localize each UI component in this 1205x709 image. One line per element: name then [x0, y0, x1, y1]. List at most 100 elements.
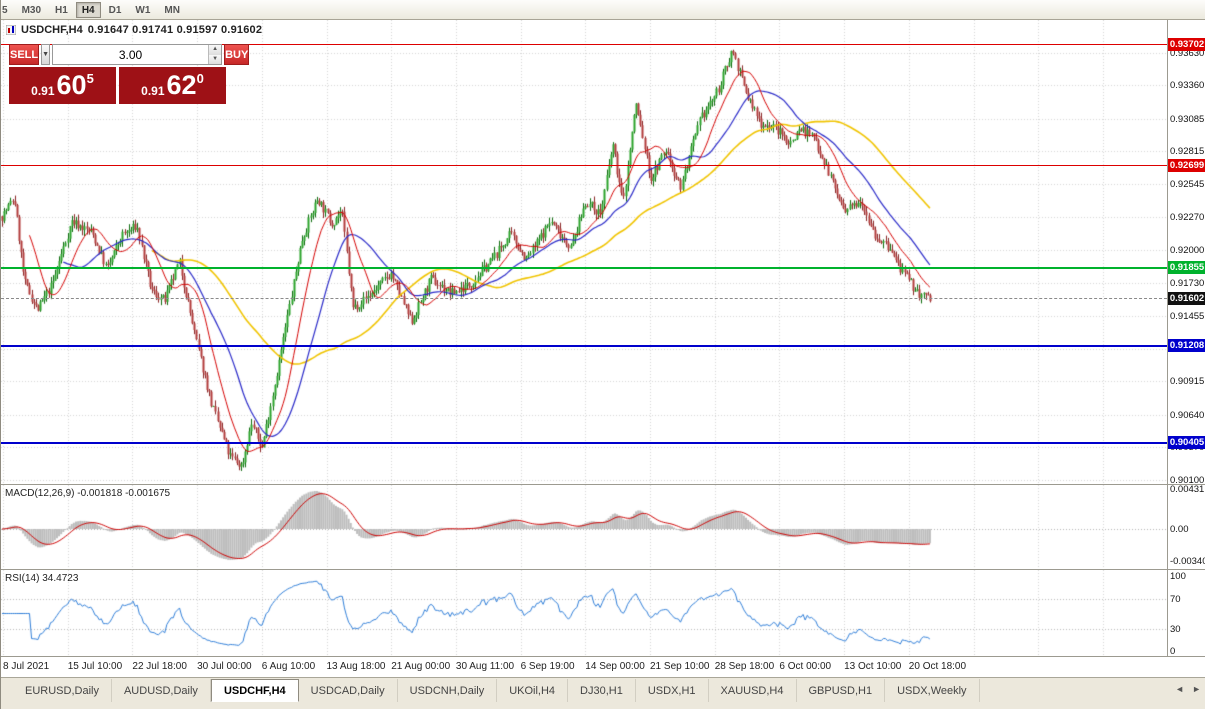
- time-axis-label: 21 Aug 00:00: [391, 661, 451, 672]
- hline-support-blue-2[interactable]: [1, 441, 1167, 444]
- volume-field: ▲ ▼: [52, 44, 223, 65]
- price-axis-label: 0.92815: [1170, 146, 1205, 158]
- rsi-axis-label: 70: [1170, 593, 1181, 605]
- price-tag-support-green: 0.91855: [1168, 261, 1205, 275]
- time-axis-label: 22 Jul 18:00: [132, 661, 187, 672]
- timeframe-button-w1[interactable]: W1: [135, 4, 151, 16]
- timeframe-button-m30[interactable]: M30: [21, 4, 42, 16]
- volume-input[interactable]: [53, 45, 209, 64]
- price-axis[interactable]: [1168, 20, 1205, 656]
- hline-resistance-upper[interactable]: [1, 43, 1167, 45]
- time-axis-label: 8 Jul 2021: [3, 661, 50, 672]
- macd-axis-label: 0.00: [1170, 524, 1189, 535]
- trade-panel-prices: 0.91 60 5 0.91 62 0: [9, 67, 226, 104]
- macd-indicator-canvas[interactable]: [1, 485, 1167, 569]
- hline-resistance[interactable]: [1, 164, 1167, 166]
- macd-pane-separator[interactable]: [1, 484, 1205, 485]
- buy-price-prefix: 0.91: [141, 83, 165, 98]
- caret-down-icon: ▼: [42, 51, 50, 58]
- tab-scroll-left-icon[interactable]: ◄: [1175, 684, 1185, 694]
- rsi-axis-label: 100: [1170, 571, 1186, 582]
- volume-decrease-button[interactable]: ▼: [209, 54, 222, 64]
- chart-tab-xauusd-h4[interactable]: XAUUSD,H4: [709, 679, 797, 702]
- chart-tab-usdcnh-daily[interactable]: USDCNH,Daily: [398, 679, 498, 702]
- chart-tab-gbpusd-h1[interactable]: GBPUSD,H1: [797, 679, 886, 702]
- chart-tab-usdx-h1[interactable]: USDX,H1: [636, 679, 709, 702]
- chart-tab-dj30-h1[interactable]: DJ30,H1: [568, 679, 636, 702]
- time-axis-label: 30 Aug 11:00: [455, 661, 515, 672]
- timeframe-button-mn[interactable]: MN: [164, 4, 180, 16]
- price-tag-resistance-upper: 0.93702: [1168, 37, 1205, 51]
- buy-button[interactable]: BUY: [224, 44, 250, 65]
- macd-axis-label: -0.00340: [1170, 555, 1205, 567]
- volume-spinner: ▲ ▼: [208, 45, 222, 64]
- price-tag-support-blue-1: 0.91208: [1168, 339, 1205, 353]
- hline-support-blue-1[interactable]: [1, 344, 1167, 347]
- timeframe-button-d1[interactable]: D1: [108, 4, 122, 16]
- price-tag-support-blue-2: 0.90405: [1168, 436, 1205, 450]
- timeframe-button-h4[interactable]: H4: [75, 1, 101, 18]
- price-axis-label: 0.90100: [1170, 474, 1205, 486]
- chart-tab-ukoil-h4[interactable]: UKOil,H4: [497, 679, 569, 702]
- time-axis-label: 13 Oct 10:00: [844, 661, 902, 672]
- rsi-axis-label: 30: [1170, 623, 1181, 635]
- trade-panel-controls: SELL ▼ ▲ ▼ BUY: [9, 44, 250, 65]
- rsi-indicator-label: RSI(14) 34.4723: [5, 573, 79, 584]
- sell-price-display[interactable]: 0.91 60 5: [9, 67, 116, 104]
- hline-support-green[interactable]: [1, 266, 1167, 269]
- price-axis-label: 0.93085: [1170, 113, 1205, 125]
- chart-tab-usdcad-daily[interactable]: USDCAD,Daily: [299, 679, 398, 702]
- chart-tab-eurusd-daily[interactable]: EURUSD,Daily: [13, 679, 112, 702]
- macd-axis-label: 0.00431: [1170, 484, 1205, 495]
- timeframe-button-h1[interactable]: H1: [55, 4, 68, 16]
- sell-price-big: 60: [56, 70, 87, 100]
- time-axis[interactable]: 8 Jul 2021 15 Jul 10:00 22 Jul 18:00 30 Jul…: [1, 656, 1205, 677]
- chart-symbol-title: USDCHF,H4: [21, 24, 83, 36]
- hline-current-bid[interactable]: [1, 298, 1167, 300]
- chart-tab-usdchf-h4[interactable]: USDCHF,H4: [210, 679, 299, 702]
- timeframe-toolbar: 5 M30 H1 H4 D1 W1 MN: [1, 0, 1205, 20]
- sell-price-sup: 5: [86, 71, 94, 86]
- price-axis-label: 0.92000: [1170, 244, 1205, 256]
- rsi-indicator-canvas[interactable]: [1, 570, 1167, 656]
- time-axis-label: 6 Oct 00:00: [779, 661, 832, 672]
- time-axis-label: 15 Jul 10:00: [67, 661, 123, 672]
- price-axis-label: 0.92270: [1170, 212, 1205, 224]
- price-axis-label: 0.91455: [1170, 310, 1205, 322]
- rsi-axis-label: 0: [1170, 646, 1176, 657]
- buy-price-sup: 0: [196, 71, 204, 86]
- volume-dropdown[interactable]: ▼: [41, 44, 51, 65]
- time-axis-label: 30 Jul 00:00: [197, 661, 252, 672]
- time-axis-label: 6 Sep 19:00: [520, 661, 575, 672]
- sell-price-prefix: 0.91: [31, 83, 55, 98]
- time-axis-label: 6 Aug 10:00: [261, 661, 316, 672]
- chart-ohlc-values: 0.91647 0.91741 0.91597 0.91602: [87, 24, 263, 36]
- volume-increase-button[interactable]: ▲: [209, 45, 222, 55]
- rsi-pane-separator[interactable]: [1, 569, 1205, 570]
- tab-scroll-right-icon[interactable]: ►: [1192, 684, 1201, 694]
- price-axis-label: 0.90640: [1170, 409, 1205, 421]
- price-axis-label: 0.92545: [1170, 179, 1205, 191]
- price-axis-label: 0.90915: [1170, 376, 1205, 388]
- price-tag-current-bid: 0.91602: [1168, 291, 1205, 305]
- chart-tab-usdx-weekly[interactable]: USDX,Weekly: [885, 679, 980, 702]
- sell-button[interactable]: SELL: [9, 44, 40, 65]
- buy-price-big: 62: [166, 70, 197, 100]
- time-axis-label: 21 Sep 10:00: [650, 661, 710, 672]
- time-axis-label: 20 Oct 18:00: [908, 661, 967, 672]
- time-axis-label: 14 Sep 00:00: [585, 661, 645, 672]
- one-click-trading-panel: SELL ▼ ▲ ▼ BUY 0.91 60 5 0.91 62: [9, 44, 250, 104]
- price-axis-divider: [1167, 20, 1168, 657]
- time-axis-label: 28 Sep 18:00: [714, 661, 775, 672]
- chart-tabs-bar: EURUSD,Daily AUDUSD,Daily USDCHF,H4 USDCAD,…: [1, 677, 1205, 709]
- macd-indicator-label: MACD(12,26,9) -0.001818 -0.001675: [5, 488, 171, 499]
- price-tag-resistance: 0.92699: [1168, 158, 1205, 172]
- time-axis-label: 13 Aug 18:00: [326, 661, 386, 672]
- chart-symbol-header: USDCHF,H4 0.91647 0.91741 0.91597 0.9160…: [6, 24, 262, 36]
- timeframe-button-5[interactable]: 5: [2, 4, 8, 16]
- price-axis-label: 0.93360: [1170, 80, 1205, 92]
- chart-window-icon: [6, 25, 16, 35]
- chart-tab-audusd-daily[interactable]: AUDUSD,Daily: [112, 679, 211, 702]
- tab-scroll-controls: ◄ ►: [1175, 684, 1201, 694]
- buy-price-display[interactable]: 0.91 62 0: [119, 67, 226, 104]
